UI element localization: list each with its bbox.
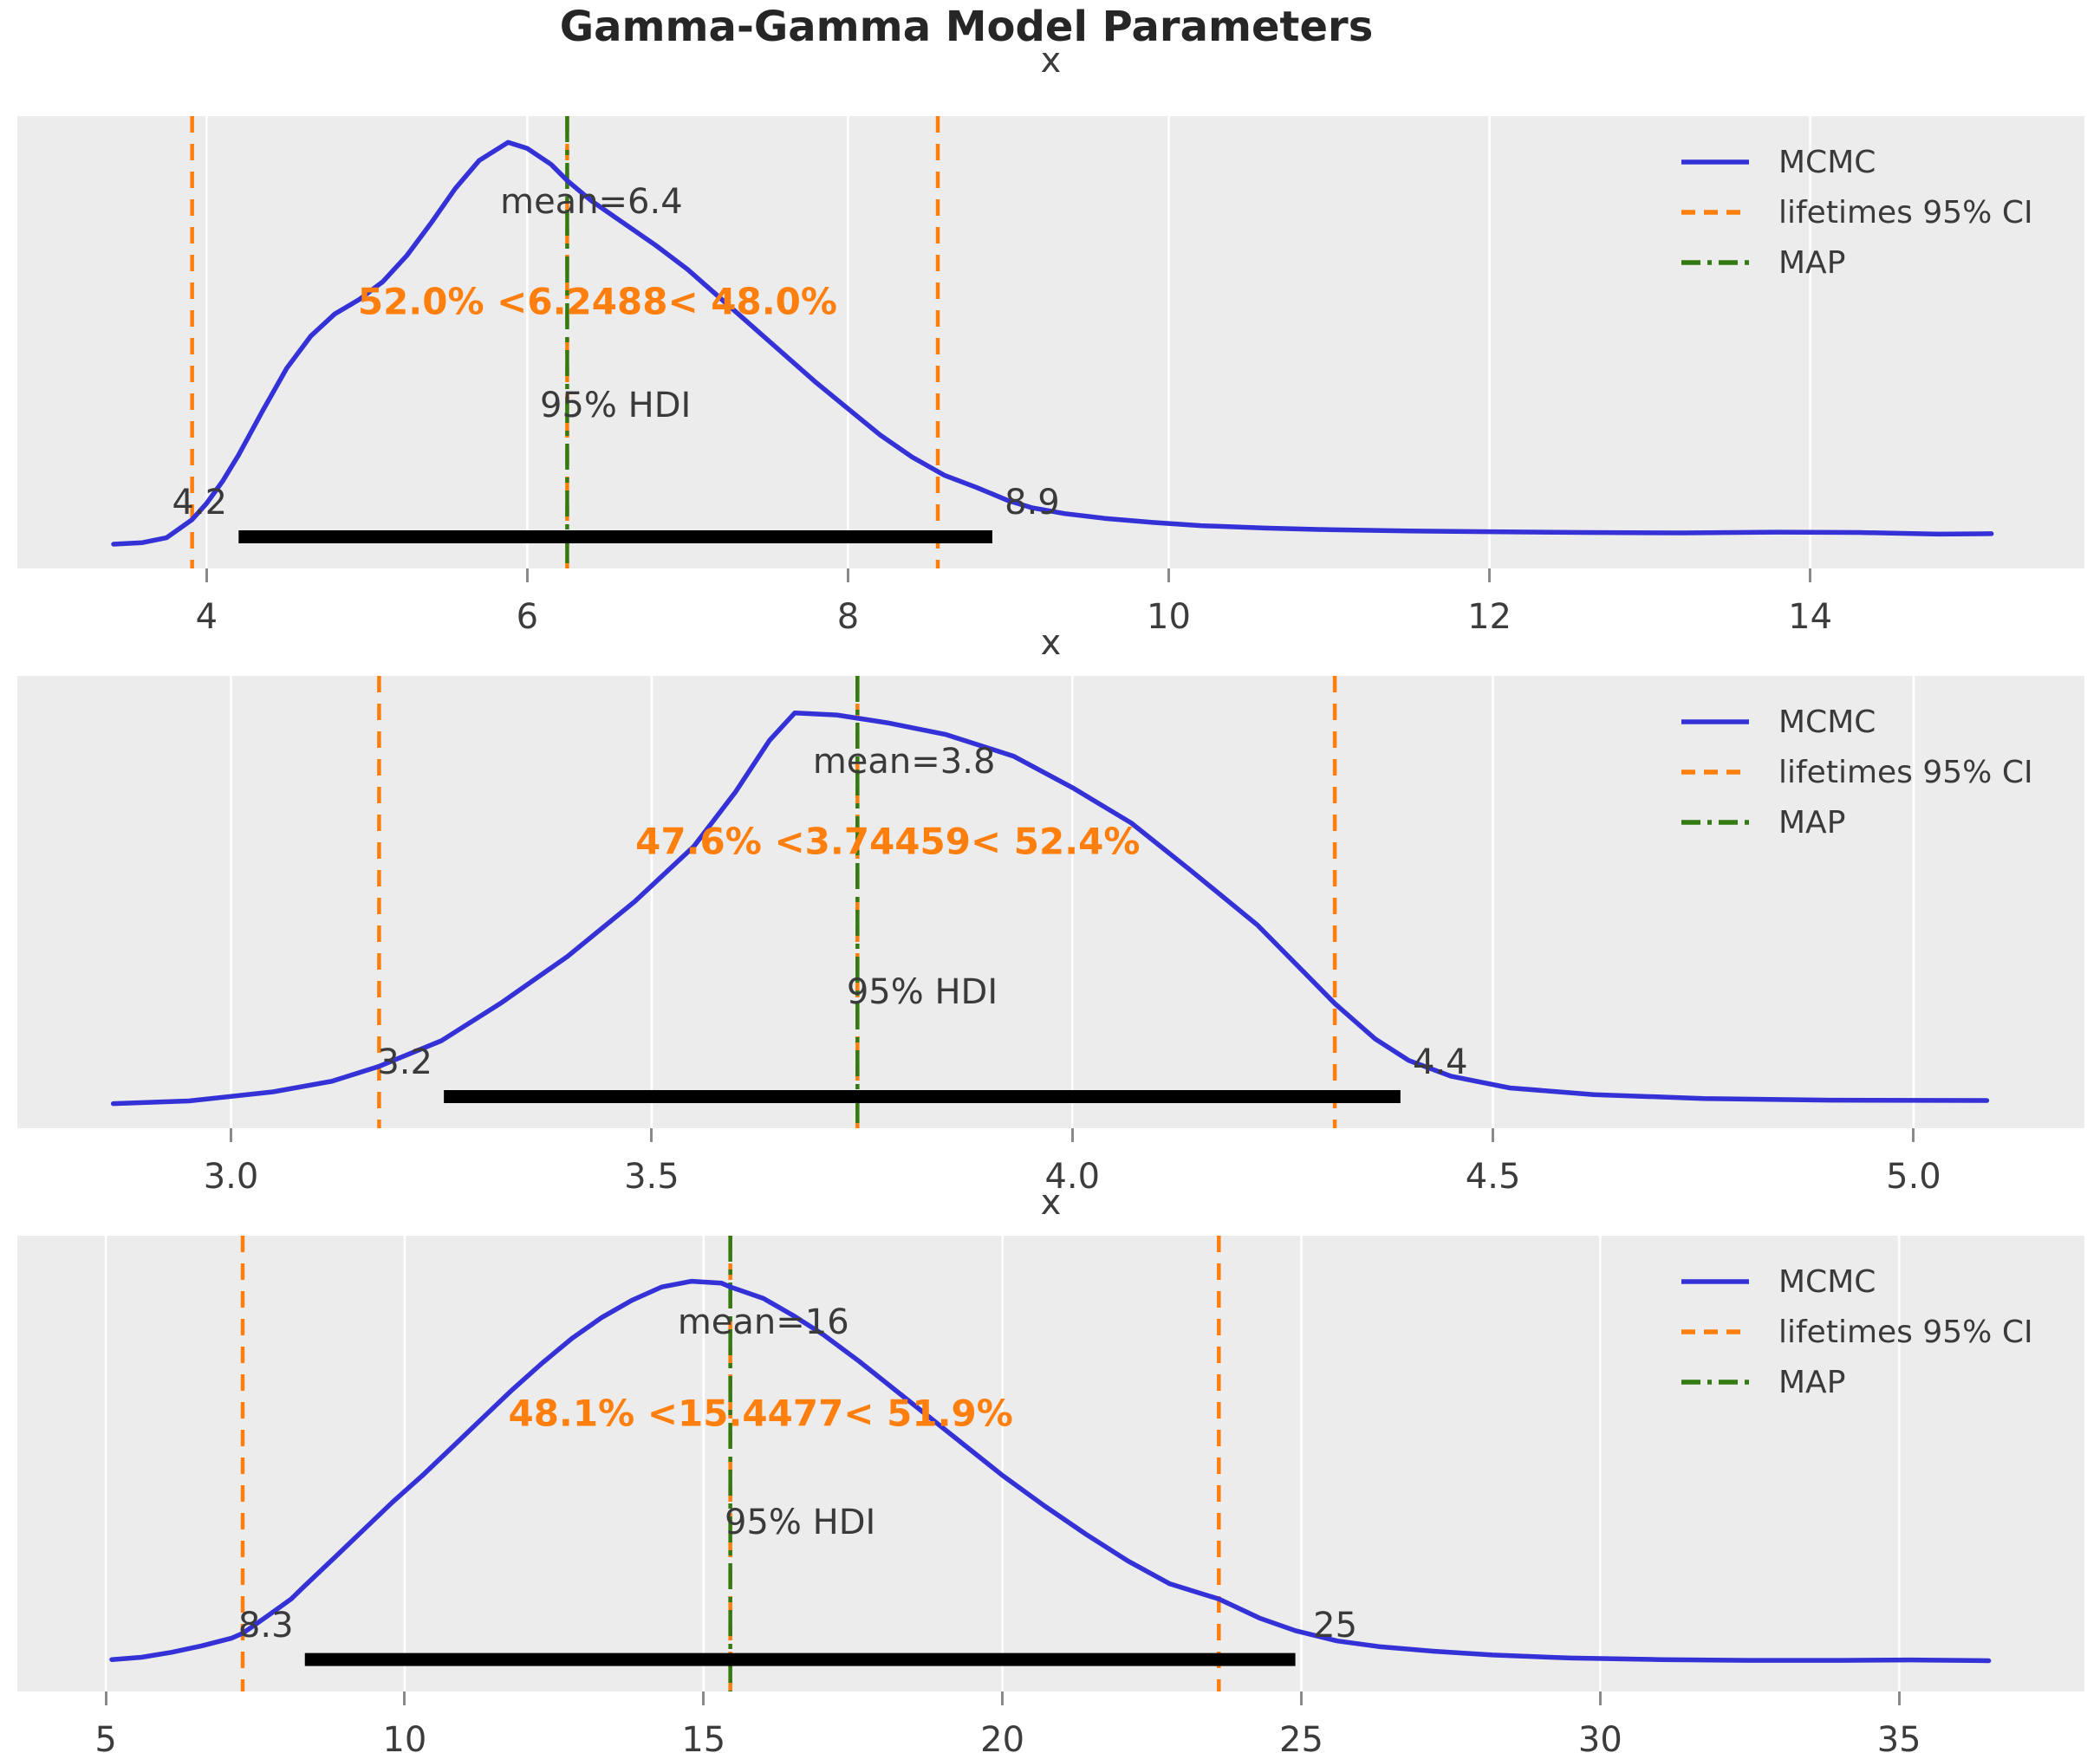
x-tick-label: 14 [1788, 597, 1833, 637]
subplot-title: x [1040, 623, 1062, 663]
x-tick-mark [230, 1128, 233, 1142]
mean-label: mean=6.4 [500, 182, 683, 223]
x-tick-mark [1897, 1691, 1901, 1705]
legend-label: lifetimes 95% CI [1778, 1314, 2033, 1350]
kde-panel [17, 116, 2084, 568]
x-tick-label: 4 [195, 597, 218, 637]
legend: MCMC lifetimes 95% CI MAP [1680, 697, 2033, 847]
x-tick-label: 20 [980, 1720, 1025, 1753]
x-tick-mark [1809, 568, 1812, 582]
legend-label: lifetimes 95% CI [1778, 754, 2033, 790]
x-tick-label: 25 [1279, 1720, 1323, 1753]
legend-label: MCMC [1778, 144, 1876, 180]
legend: MCMC lifetimes 95% CI MAP [1680, 137, 2033, 288]
legend: MCMC lifetimes 95% CI MAP [1680, 1256, 2033, 1407]
dashed-line-icon [1681, 769, 1749, 775]
mcmc-curve [111, 140, 1994, 547]
legend-item: MAP [1680, 237, 2033, 288]
mcmc-line-icon [1681, 159, 1749, 165]
legend-label: MAP [1778, 1364, 1846, 1400]
kde-panel [17, 676, 2084, 1128]
hdi-label: 95% HDI [846, 972, 998, 1013]
x-tick-mark [1492, 1128, 1495, 1142]
x-tick-mark [104, 1691, 107, 1705]
x-tick-mark [846, 568, 849, 582]
kde-plot-svg [110, 676, 1990, 1128]
kde-plot-svg [111, 116, 1994, 568]
x-tick-mark [205, 568, 208, 582]
kde-plot-svg [104, 1236, 1992, 1691]
legend-label: MCMC [1778, 704, 1876, 740]
legend-item: lifetimes 95% CI [1680, 747, 2033, 797]
x-tick-mark [650, 1128, 653, 1142]
hdi-upper-label: 8.9 [1004, 483, 1060, 523]
x-tick-label: 10 [382, 1720, 427, 1753]
hdi-upper-label: 4.4 [1413, 1042, 1468, 1083]
legend-item: MAP [1680, 1357, 2033, 1407]
mean-label: mean=3.8 [812, 742, 996, 782]
dashdot-line-icon [1681, 820, 1749, 825]
legend-item: MCMC [1680, 697, 2033, 747]
x-tick-label: 4.0 [1044, 1157, 1101, 1197]
x-tick-label: 3.5 [624, 1157, 679, 1197]
hdi-lower-label: 3.2 [377, 1042, 432, 1083]
dashdot-line-icon [1681, 1380, 1749, 1385]
x-tick-mark [1598, 1691, 1602, 1705]
subplot-title: x [1040, 1183, 1062, 1223]
x-tick-mark [1912, 1128, 1915, 1142]
x-tick-mark [403, 1691, 406, 1705]
x-tick-label: 5 [94, 1720, 117, 1753]
mcmc-line-icon [1681, 1279, 1749, 1284]
x-tick-label: 5.0 [1886, 1157, 1941, 1197]
interval-label: 52.0% <6.2488< 48.0% [357, 280, 837, 323]
x-tick-mark [1001, 1691, 1004, 1705]
hdi-lower-label: 8.3 [237, 1605, 294, 1646]
legend-label: MCMC [1778, 1263, 1876, 1300]
legend-label: MAP [1778, 804, 1846, 841]
legend-item: MAP [1680, 797, 2033, 847]
x-tick-mark [1488, 568, 1492, 582]
kde-panel [17, 1236, 2084, 1691]
x-tick-mark [525, 568, 529, 582]
legend-label: MAP [1778, 244, 1846, 281]
interval-label: 48.1% <15.4477< 51.9% [508, 1392, 1013, 1435]
x-tick-mark [1299, 1691, 1303, 1705]
x-tick-label: 8 [836, 597, 860, 637]
x-tick-label: 10 [1147, 597, 1191, 637]
interval-label: 47.6% <3.74459< 52.4% [635, 820, 1141, 863]
dashed-line-icon [1681, 1329, 1749, 1334]
mcmc-curve [109, 1278, 1992, 1664]
mcmc-line-icon [1681, 719, 1749, 724]
hdi-label: 95% HDI [725, 1503, 876, 1543]
dashed-line-icon [1681, 210, 1749, 215]
legend-item: MCMC [1680, 1256, 2033, 1307]
hdi-label: 95% HDI [539, 386, 692, 426]
mcmc-curve [110, 711, 1990, 1107]
x-tick-label: 6 [516, 597, 539, 637]
hdi-lower-label: 4.2 [172, 483, 228, 523]
dashdot-line-icon [1681, 260, 1749, 265]
legend-item: lifetimes 95% CI [1680, 187, 2033, 237]
x-tick-mark [1070, 1128, 1074, 1142]
subplot-title: x [1040, 41, 1062, 81]
x-tick-label: 15 [681, 1720, 726, 1753]
legend-item: lifetimes 95% CI [1680, 1307, 2033, 1357]
hdi-upper-label: 25 [1313, 1605, 1358, 1646]
figure-title: Gamma-Gamma Model Parameters [559, 3, 1374, 51]
x-tick-label: 3.0 [203, 1157, 259, 1197]
x-tick-label: 35 [1876, 1720, 1921, 1753]
x-tick-label: 30 [1577, 1720, 1622, 1753]
mean-label: mean=16 [677, 1302, 849, 1342]
legend-item: MCMC [1680, 137, 2033, 187]
legend-label: lifetimes 95% CI [1778, 194, 2033, 230]
x-tick-label: 4.5 [1465, 1157, 1521, 1197]
x-tick-mark [1167, 568, 1170, 582]
x-tick-mark [702, 1691, 705, 1705]
x-tick-label: 12 [1467, 597, 1512, 637]
